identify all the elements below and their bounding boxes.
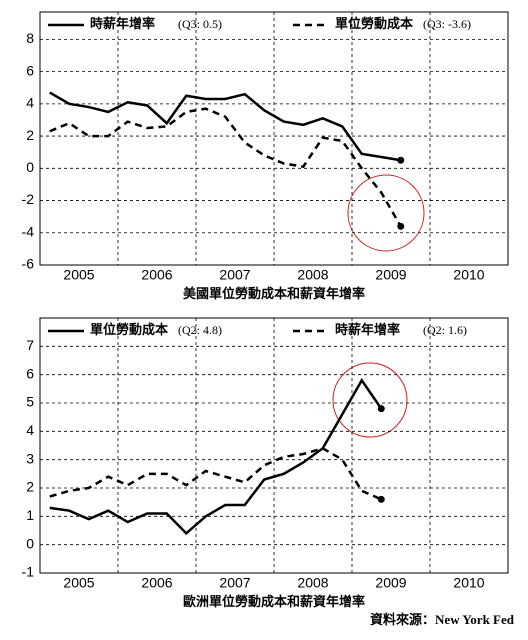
series-line bbox=[49, 91, 401, 162]
y-tick-label: 8 bbox=[26, 30, 34, 46]
x-tick-label: 2008 bbox=[297, 575, 328, 591]
x-tick-label: 2010 bbox=[453, 267, 484, 283]
y-tick-label: 6 bbox=[26, 62, 34, 78]
y-tick-label: 5 bbox=[26, 394, 34, 410]
x-tick-label: 2005 bbox=[63, 575, 94, 591]
end-point bbox=[397, 156, 405, 164]
x-tick-label: 2005 bbox=[63, 267, 94, 283]
legend-label: 單位勞動成本 bbox=[335, 16, 413, 31]
x-tick-label: 2006 bbox=[141, 267, 172, 283]
y-tick-label: 2 bbox=[26, 479, 34, 495]
chart-title: 歐洲單位勞動成本和薪資年增率 bbox=[183, 594, 365, 609]
legend-label: 時薪年增率 bbox=[90, 16, 155, 31]
legend-label: 時薪年增率 bbox=[335, 322, 400, 337]
y-tick-label: 3 bbox=[26, 450, 34, 466]
y-tick-label: -2 bbox=[22, 191, 35, 207]
legend-note: (Q3: 0.5) bbox=[178, 17, 222, 31]
legend-note: (Q3: -3.6) bbox=[423, 17, 471, 31]
x-tick-label: 2008 bbox=[297, 267, 328, 283]
y-tick-label: -6 bbox=[22, 256, 35, 272]
y-tick-label: 6 bbox=[26, 365, 34, 381]
y-tick-label: 1 bbox=[26, 507, 34, 523]
y-tick-label: 4 bbox=[26, 422, 34, 438]
end-point bbox=[377, 405, 385, 413]
source-note: 資料來源：New York Fed bbox=[370, 612, 515, 627]
highlight-circle bbox=[332, 362, 408, 438]
x-tick-label: 2007 bbox=[219, 267, 250, 283]
x-tick-label: 2007 bbox=[219, 575, 250, 591]
chart-title: 美國單位勞動成本和薪資年增率 bbox=[183, 286, 365, 301]
y-tick-label: -1 bbox=[22, 564, 35, 580]
plot-frame bbox=[39, 11, 509, 266]
y-tick-label: 4 bbox=[26, 95, 34, 111]
x-tick-label: 2006 bbox=[141, 575, 172, 591]
y-tick-label: 0 bbox=[26, 159, 34, 175]
series-line bbox=[49, 107, 402, 227]
x-tick-label: 2009 bbox=[375, 267, 406, 283]
legend-label: 單位勞動成本 bbox=[90, 322, 168, 337]
y-tick-label: 2 bbox=[26, 127, 34, 143]
end-point bbox=[397, 222, 405, 230]
x-tick-label: 2010 bbox=[453, 575, 484, 591]
x-tick-label: 2009 bbox=[375, 575, 406, 591]
y-tick-label: 7 bbox=[26, 337, 34, 353]
plot-frame bbox=[39, 317, 509, 574]
legend-note: (Q2: 1.6) bbox=[423, 323, 467, 337]
series-line bbox=[49, 377, 383, 536]
y-tick-label: 0 bbox=[26, 535, 34, 551]
y-tick-label: -4 bbox=[22, 223, 35, 239]
series-line bbox=[49, 446, 382, 501]
legend-note: (Q2: 4.8) bbox=[178, 323, 222, 337]
highlight-circle bbox=[347, 174, 425, 252]
end-point bbox=[377, 495, 385, 503]
